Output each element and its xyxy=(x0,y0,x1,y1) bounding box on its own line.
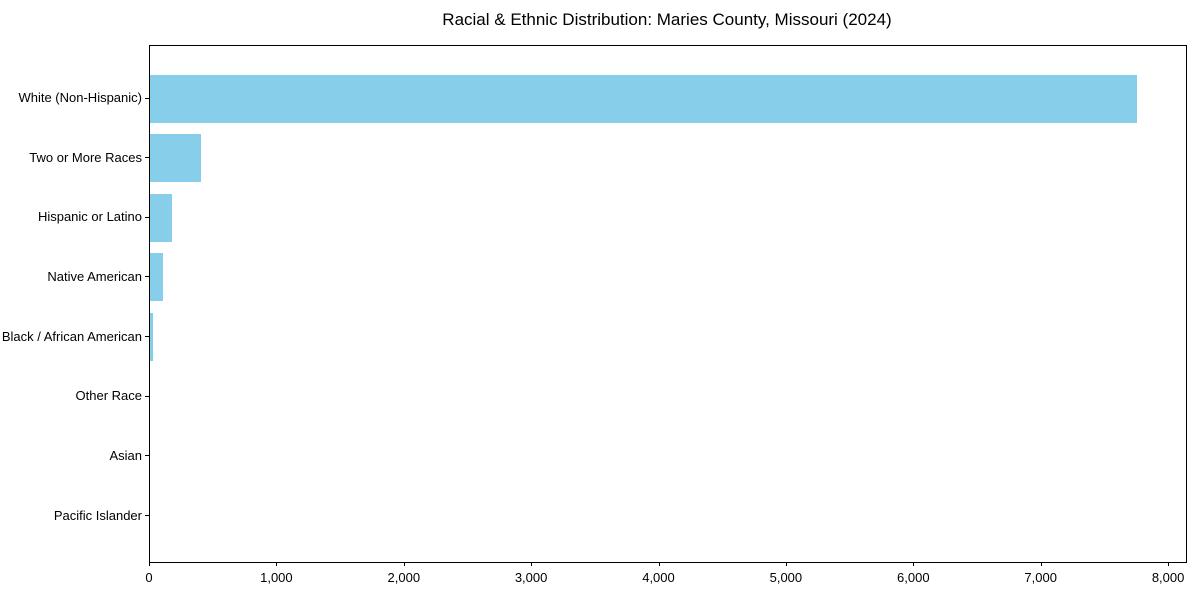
x-tick-label: 2,000 xyxy=(387,570,421,585)
x-axis-tick-mark xyxy=(658,562,660,566)
x-axis-tick-mark xyxy=(1040,562,1042,566)
bar-native-american xyxy=(150,253,163,302)
y-tick-label: Two or More Races xyxy=(29,149,142,165)
y-tick-label: White (Non-Hispanic) xyxy=(18,90,142,105)
bar-hispanic-or-latino xyxy=(150,193,173,242)
x-axis-tick-mark xyxy=(276,562,278,566)
y-axis-tick-mark xyxy=(145,455,149,457)
y-tick-label: Pacific Islander xyxy=(53,507,142,523)
x-tick-label: 0 xyxy=(145,570,153,585)
y-axis-tick-mark xyxy=(145,157,149,159)
x-tick-label: 8,000 xyxy=(1151,570,1185,585)
y-tick-label: Hispanic or Latino xyxy=(37,209,142,225)
x-tick-label: 1,000 xyxy=(260,570,293,585)
x-axis-tick-mark xyxy=(785,562,787,566)
y-tick-label: Asian xyxy=(109,447,142,463)
y-tick-label: Black / African American xyxy=(1,328,142,344)
chart-title: Racial & Ethnic Distribution: Maries Cou… xyxy=(442,10,892,29)
y-axis-tick-mark xyxy=(145,395,149,397)
y-tick-label: Native American xyxy=(47,268,142,284)
y-axis-tick-mark xyxy=(145,216,149,218)
bar-black-african-american xyxy=(150,313,154,362)
x-axis-tick-mark xyxy=(403,562,405,566)
y-axis-tick-mark xyxy=(145,97,149,99)
bar-white-non-hispanic xyxy=(150,74,1138,123)
x-tick-label: 4,000 xyxy=(642,570,675,585)
x-axis-tick-mark xyxy=(149,562,150,566)
bar-two-or-more-races xyxy=(150,134,201,183)
x-axis-tick-mark xyxy=(913,562,915,566)
y-axis-tick-mark xyxy=(145,336,149,338)
x-axis-tick-mark xyxy=(531,562,533,566)
x-tick-label: 3,000 xyxy=(514,570,548,585)
x-tick-label: 6,000 xyxy=(897,570,930,585)
y-axis-tick-mark xyxy=(145,515,149,516)
x-tick-label: 7,000 xyxy=(1024,570,1057,585)
y-axis-tick-mark xyxy=(145,276,149,278)
plot-area xyxy=(149,45,1187,563)
x-tick-label: 5,000 xyxy=(769,570,803,585)
y-tick-label: Other Race xyxy=(75,388,142,404)
x-axis-tick-mark xyxy=(1168,562,1170,566)
